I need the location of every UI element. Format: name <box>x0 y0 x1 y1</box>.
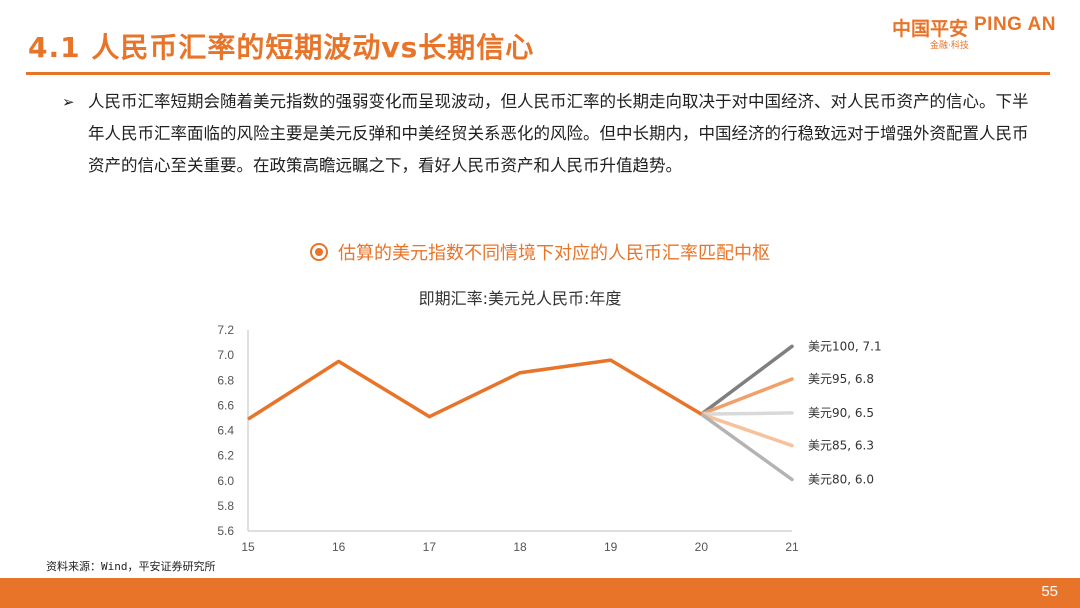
brand-logo: 中国平安 PING AN 金融·科技 <box>892 14 1062 51</box>
footer-bar: 55 <box>0 578 1080 608</box>
chart-heading-text: 估算的美元指数不同情境下对应的人民币汇率匹配中枢 <box>338 243 770 264</box>
series-line <box>247 358 703 421</box>
scenario-line <box>699 377 794 416</box>
y-tick-label: 6.6 <box>217 398 234 412</box>
scenario-label: 美元95, 6.8 <box>808 372 874 386</box>
x-tick-label: 16 <box>332 540 346 554</box>
scenario-label: 美元90, 6.5 <box>808 406 874 420</box>
y-tick-label: 5.8 <box>217 499 234 513</box>
page-number: 55 <box>1041 583 1058 600</box>
scenario-label: 美元100, 7.1 <box>808 339 882 353</box>
x-tick-label: 18 <box>513 540 527 554</box>
scenario-line <box>699 344 794 416</box>
x-tick-label: 20 <box>695 540 709 554</box>
bullet-paragraph: ➢ 人民币汇率短期会随着美元指数的强弱变化而呈现波动，但人民币汇率的长期走向取决… <box>62 86 1042 182</box>
y-tick-label: 7.2 <box>217 323 234 337</box>
y-tick-label: 6.0 <box>217 474 234 488</box>
y-tick-label: 6.2 <box>217 449 234 463</box>
y-tick-label: 6.8 <box>217 373 234 387</box>
logo-tagline: 金融·科技 <box>930 41 969 51</box>
x-tick-label: 15 <box>241 540 255 554</box>
title-divider <box>26 72 1050 75</box>
scenario-label: 美元80, 6.0 <box>808 472 874 486</box>
exchange-rate-chart: 即期汇率:美元兑人民币:年度 7.2 7.0 6.8 6.6 6.4 6.2 6.0 5.8 5.… <box>217 289 882 554</box>
x-tick-label: 17 <box>423 540 437 554</box>
bullet-text: 人民币汇率短期会随着美元指数的强弱变化而呈现波动，但人民币汇率的长期走向取决于对… <box>88 92 1029 175</box>
logo-cn-text: 中国平安 <box>892 18 969 40</box>
target-circle-icon <box>310 243 328 261</box>
x-tick-label: 19 <box>604 540 618 554</box>
scenario-line <box>699 412 794 482</box>
x-tick-label: 21 <box>785 540 799 554</box>
arrow-bullet-icon: ➢ <box>62 93 75 111</box>
scenario-line <box>699 411 794 416</box>
scenario-line <box>699 412 794 448</box>
chart-heading: 估算的美元指数不同情境下对应的人民币汇率匹配中枢 <box>0 239 1080 265</box>
page-title: 4.1 人民币汇率的短期波动vs长期信心 <box>28 31 535 64</box>
y-tick-label: 6.4 <box>217 424 234 438</box>
logo-en-text: PING AN <box>974 14 1056 35</box>
chart-title: 即期汇率:美元兑人民币:年度 <box>419 289 622 308</box>
data-source-note: 资料来源：Wind，平安证券研究所 <box>46 560 216 573</box>
y-tick-label: 5.6 <box>217 524 234 538</box>
y-tick-label: 7.0 <box>217 348 234 362</box>
scenario-label: 美元85, 6.3 <box>808 439 874 453</box>
